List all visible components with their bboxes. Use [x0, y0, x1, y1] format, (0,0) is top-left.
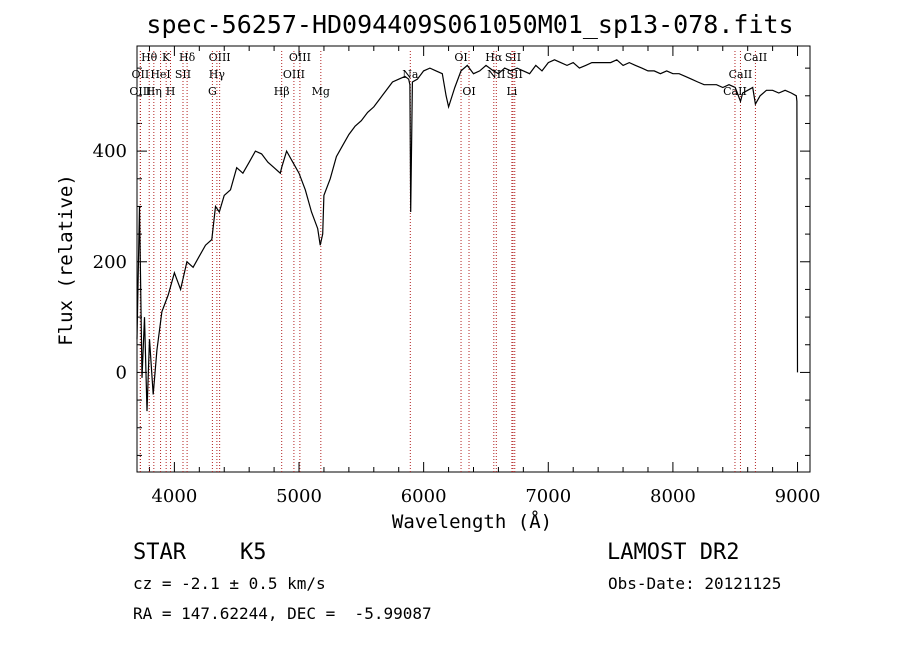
y-tick-label: 0	[116, 362, 127, 383]
spectral-line-label: OI	[454, 51, 467, 64]
spectral-line-label: HeI	[150, 68, 170, 81]
spectral-line-label: OIII	[209, 51, 231, 64]
spectral-line-label: OI	[462, 85, 475, 98]
plot-frame	[136, 45, 811, 473]
spectral-line-label: Li	[506, 85, 517, 98]
spectral-line-label: OIII	[129, 85, 151, 98]
x-tick-label: 9000	[775, 486, 821, 507]
spectral-line-label: Hδ	[179, 51, 196, 64]
spectral-line-label: SII	[505, 51, 521, 64]
y-tick-label: 200	[93, 252, 127, 273]
spectral-line-label: OII	[132, 68, 150, 81]
spectral-line-label: CaII	[729, 68, 753, 81]
x-tick-label: 6000	[401, 486, 447, 507]
y-axis-label: Flux (relative)	[55, 174, 77, 346]
x-axis-label: Wavelength (Å)	[392, 510, 552, 533]
survey-name: LAMOST DR2	[607, 540, 740, 565]
y-tick-label: 400	[93, 141, 127, 162]
spectral-line-label: SII	[175, 68, 191, 81]
spectral-line-label: OIII	[289, 51, 311, 64]
spectral-line-label: Hη	[146, 85, 162, 98]
x-tick-label: 4000	[151, 486, 197, 507]
spectral-line-label: Hθ	[141, 51, 158, 64]
spectrum-line	[136, 59, 799, 412]
spectral-line-label: Na	[402, 68, 419, 81]
chart-title: spec-56257-HD094409S061050M01_sp13-078.f…	[146, 10, 793, 39]
spectral-line-label: H	[166, 85, 176, 98]
spectral-line-label: Mg	[312, 85, 330, 98]
x-tick-label: 7000	[525, 486, 571, 507]
spectral-line-label: Hβ	[274, 85, 290, 98]
object-subclass: K5	[240, 540, 267, 565]
x-tick-label: 5000	[276, 486, 322, 507]
x-tick-label: 8000	[650, 486, 696, 507]
spectral-line-label: CaII	[744, 51, 768, 64]
redshift-cz: cz = -2.1 ± 0.5 km/s	[133, 574, 326, 593]
observation-date: Obs-Date: 20121125	[608, 574, 782, 593]
spectral-line-label: OIII	[283, 68, 305, 81]
object-class: STAR	[133, 540, 186, 565]
spectral-line-label: CaII	[723, 85, 747, 98]
spectral-line-label: Hγ	[209, 68, 226, 81]
spectral-line-label: K	[162, 51, 171, 64]
ra-dec: RA = 147.62244, DEC = -5.99087	[133, 604, 432, 623]
spectral-line-label: Hα	[485, 51, 503, 64]
spectral-line-label: G	[208, 85, 217, 98]
